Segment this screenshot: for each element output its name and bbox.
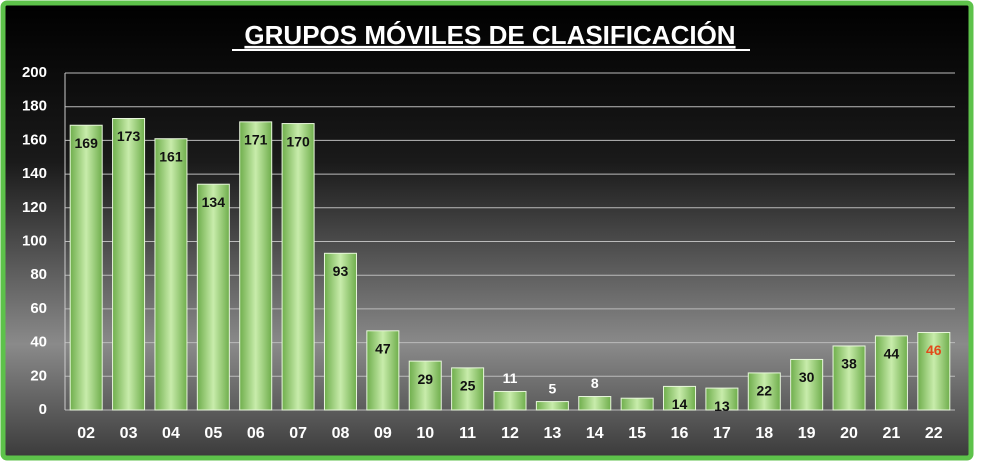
bar: [196, 183, 230, 411]
x-tick-label: 02: [77, 425, 95, 442]
frame: [0, 0, 974, 461]
x-tick-label: 05: [204, 425, 222, 442]
data-label: 173: [117, 128, 141, 144]
bar: [747, 372, 781, 411]
x-tick-label: 13: [543, 425, 561, 442]
data-label: 46: [926, 342, 942, 358]
x-tick-label: 19: [798, 425, 816, 442]
bar: [620, 397, 654, 411]
y-tick-label: 160: [22, 131, 47, 148]
y-tick-label: 120: [22, 199, 47, 216]
data-label: 38: [841, 356, 857, 372]
y-tick-label: 20: [30, 367, 47, 384]
x-tick-label: 04: [162, 425, 180, 442]
bar: [112, 117, 146, 411]
x-tick-label: 17: [713, 425, 731, 442]
x-tick-label: 12: [501, 425, 519, 442]
bar: [535, 401, 569, 411]
bar: [69, 124, 103, 411]
x-tick-label: 18: [755, 425, 773, 442]
data-label: 14: [672, 396, 688, 412]
bar: [408, 360, 442, 411]
data-label: 25: [460, 378, 476, 394]
data-label: 161: [159, 148, 183, 164]
x-tick-label: 07: [289, 425, 307, 442]
bar: [366, 330, 400, 411]
y-tick-label: 0: [39, 401, 47, 418]
data-label: 170: [286, 133, 310, 149]
bar: [832, 345, 866, 411]
bar: [874, 335, 908, 411]
y-tick-label: 60: [30, 300, 47, 317]
data-label: 44: [884, 346, 900, 362]
x-tick-label: 21: [883, 425, 901, 442]
y-tick-label: 180: [22, 98, 47, 115]
bar: [663, 385, 697, 411]
x-tick-label: 15: [628, 425, 646, 442]
data-label: 29: [417, 371, 433, 387]
data-label: 169: [75, 135, 99, 151]
data-label: 47: [375, 341, 391, 357]
x-tick-label: 11: [459, 425, 476, 442]
y-tick-label: 200: [22, 64, 47, 81]
data-label: 171: [244, 132, 268, 148]
bar: [917, 331, 951, 411]
x-tick-label: 10: [416, 425, 434, 442]
data-label: 134: [202, 194, 226, 210]
y-tick-label: 80: [30, 266, 47, 283]
x-tick-label: 03: [120, 425, 138, 442]
y-tick-label: 40: [30, 334, 47, 351]
data-label: 93: [333, 263, 349, 279]
bar: [493, 390, 527, 411]
x-tick-label: 16: [671, 425, 689, 442]
y-tick-label: 100: [22, 232, 47, 249]
bar: [790, 358, 824, 411]
data-label: 8: [591, 375, 599, 391]
x-tick-label: 09: [374, 425, 392, 442]
data-label: 5: [548, 380, 556, 396]
x-tick-label: 14: [586, 425, 604, 442]
y-tick-label: 140: [22, 165, 47, 182]
data-label: 30: [799, 369, 815, 385]
bar: [578, 396, 612, 411]
x-tick-label: 22: [925, 425, 943, 442]
x-tick-label: 06: [247, 425, 265, 442]
bar: [239, 121, 273, 411]
bar: [451, 367, 485, 411]
bar: [281, 123, 315, 411]
x-tick-label: 08: [332, 425, 350, 442]
bar: [323, 252, 357, 411]
x-tick-label: 20: [840, 425, 858, 442]
data-label: 11: [503, 370, 518, 386]
bar: [705, 387, 739, 411]
bar: [154, 138, 188, 411]
chart-title: GRUPOS MÓVILES DE CLASIFICACIÓN: [244, 20, 735, 50]
data-label: 22: [756, 383, 772, 399]
data-label: 13: [714, 398, 730, 414]
